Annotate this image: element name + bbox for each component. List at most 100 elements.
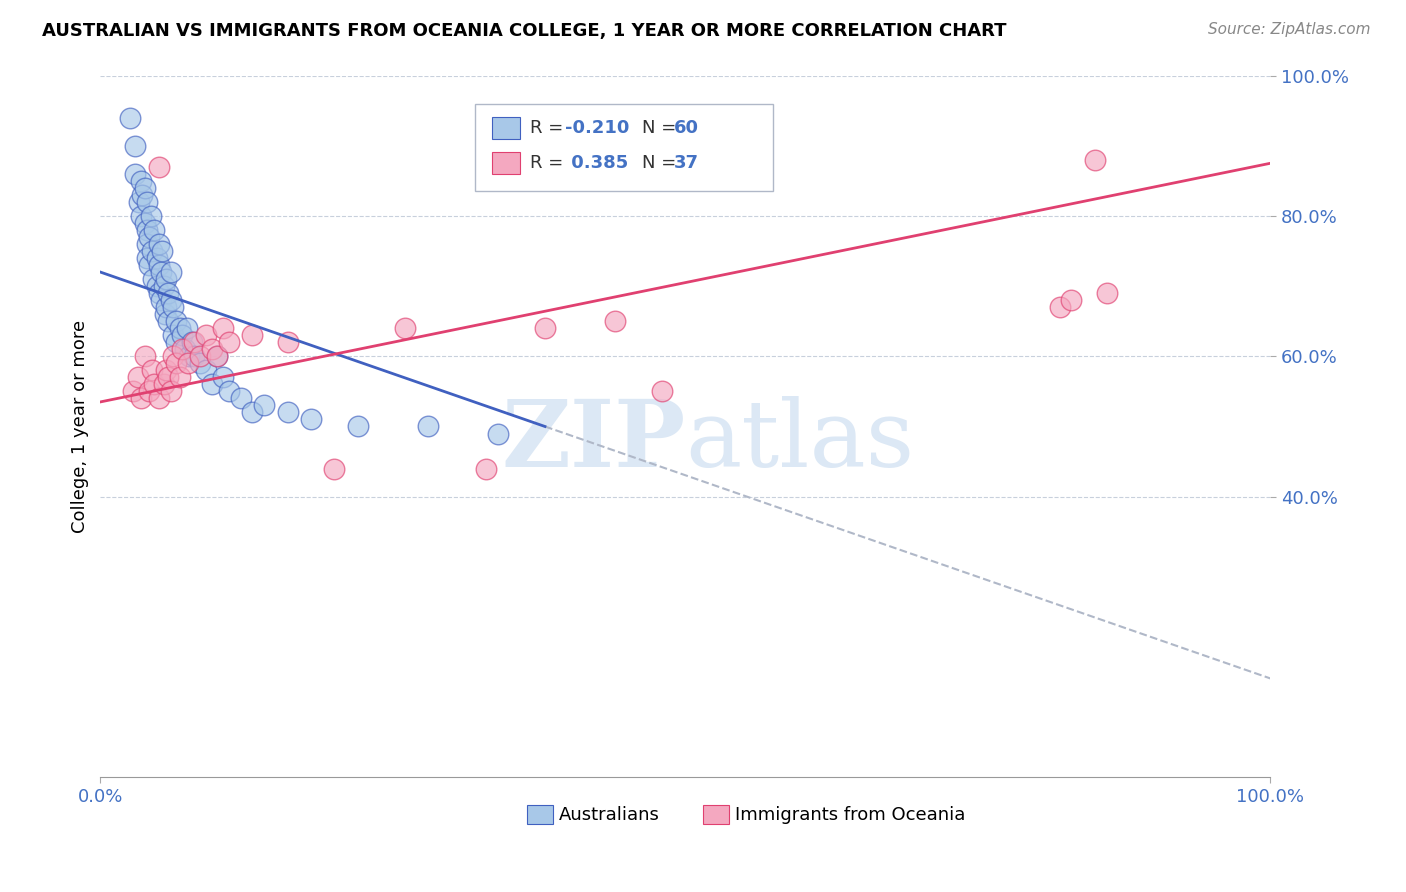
Point (139, 209, 162, 223)
Point (172, 328, 194, 343)
Text: R =: R = (530, 120, 569, 137)
Point (534, 321, 557, 335)
Point (162, 328, 184, 343)
Point (124, 167, 146, 181)
Point (145, 279, 167, 293)
Point (242, 328, 264, 343)
Point (150, 293, 173, 307)
Point (148, 258, 170, 272)
Point (162, 300, 184, 314)
Point (159, 293, 181, 307)
Point (172, 343, 194, 357)
Point (475, 461, 498, 475)
FancyBboxPatch shape (475, 103, 773, 192)
Point (141, 244, 163, 258)
Point (165, 335, 187, 350)
Point (188, 356, 211, 370)
Point (118, 111, 141, 125)
Point (207, 349, 229, 363)
Point (229, 392, 252, 406)
Point (157, 286, 180, 301)
Point (128, 194, 150, 209)
Point (173, 343, 195, 357)
Point (136, 194, 159, 209)
Point (141, 363, 163, 377)
Point (486, 426, 509, 441)
Point (1060, 293, 1083, 307)
Point (651, 384, 673, 399)
Point (165, 356, 187, 370)
Point (1049, 300, 1071, 314)
Point (207, 349, 229, 363)
Point (148, 237, 170, 252)
Text: Immigrants from Oceania: Immigrants from Oceania (734, 805, 965, 823)
Point (183, 335, 205, 350)
Point (200, 377, 222, 392)
Point (218, 384, 240, 399)
Point (176, 321, 198, 335)
Point (155, 272, 177, 286)
Point (129, 174, 152, 188)
Point (180, 335, 202, 350)
Point (134, 349, 156, 363)
Bar (527, 805, 553, 824)
Point (155, 300, 177, 314)
Point (136, 237, 159, 252)
Text: 0.385: 0.385 (565, 154, 628, 172)
Text: N =: N = (643, 120, 682, 137)
Point (150, 265, 173, 279)
Point (152, 377, 174, 392)
Point (194, 363, 217, 377)
Point (394, 321, 416, 335)
Point (157, 314, 180, 328)
Y-axis label: College, 1 year or more: College, 1 year or more (72, 320, 89, 533)
Point (169, 370, 191, 384)
Text: AUSTRALIAN VS IMMIGRANTS FROM OCEANIA COLLEGE, 1 YEAR OR MORE CORRELATION CHART: AUSTRALIAN VS IMMIGRANTS FROM OCEANIA CO… (42, 22, 1007, 40)
Point (145, 251, 167, 265)
Point (188, 349, 211, 363)
Point (122, 384, 145, 399)
Point (148, 286, 170, 301)
Point (194, 328, 217, 343)
Point (152, 279, 174, 293)
Point (212, 321, 235, 335)
Point (153, 307, 176, 321)
Text: 37: 37 (673, 154, 699, 172)
Point (155, 363, 177, 377)
Text: atlas: atlas (685, 395, 915, 485)
Point (346, 419, 368, 434)
Point (165, 314, 187, 328)
Bar (703, 805, 728, 824)
Bar (492, 117, 520, 139)
Point (157, 370, 180, 384)
Point (129, 392, 152, 406)
Point (179, 349, 201, 363)
Text: Australians: Australians (560, 805, 659, 823)
Point (138, 230, 160, 244)
Point (177, 356, 200, 370)
Point (212, 370, 235, 384)
Point (218, 335, 240, 350)
Point (1084, 153, 1107, 167)
Point (162, 349, 184, 363)
Point (124, 138, 146, 153)
Point (159, 384, 181, 399)
Point (323, 461, 346, 475)
Point (148, 392, 170, 406)
Point (159, 265, 181, 279)
Point (143, 377, 166, 392)
Text: 60: 60 (673, 120, 699, 137)
Point (277, 405, 299, 419)
Point (148, 160, 170, 174)
Point (138, 258, 160, 272)
Text: R =: R = (530, 154, 569, 172)
Point (183, 349, 205, 363)
Point (143, 223, 166, 237)
Point (129, 209, 152, 223)
Point (131, 187, 153, 202)
Text: Source: ZipAtlas.com: Source: ZipAtlas.com (1208, 22, 1371, 37)
Point (299, 412, 322, 426)
Point (150, 244, 173, 258)
Point (142, 272, 165, 286)
Point (416, 419, 439, 434)
